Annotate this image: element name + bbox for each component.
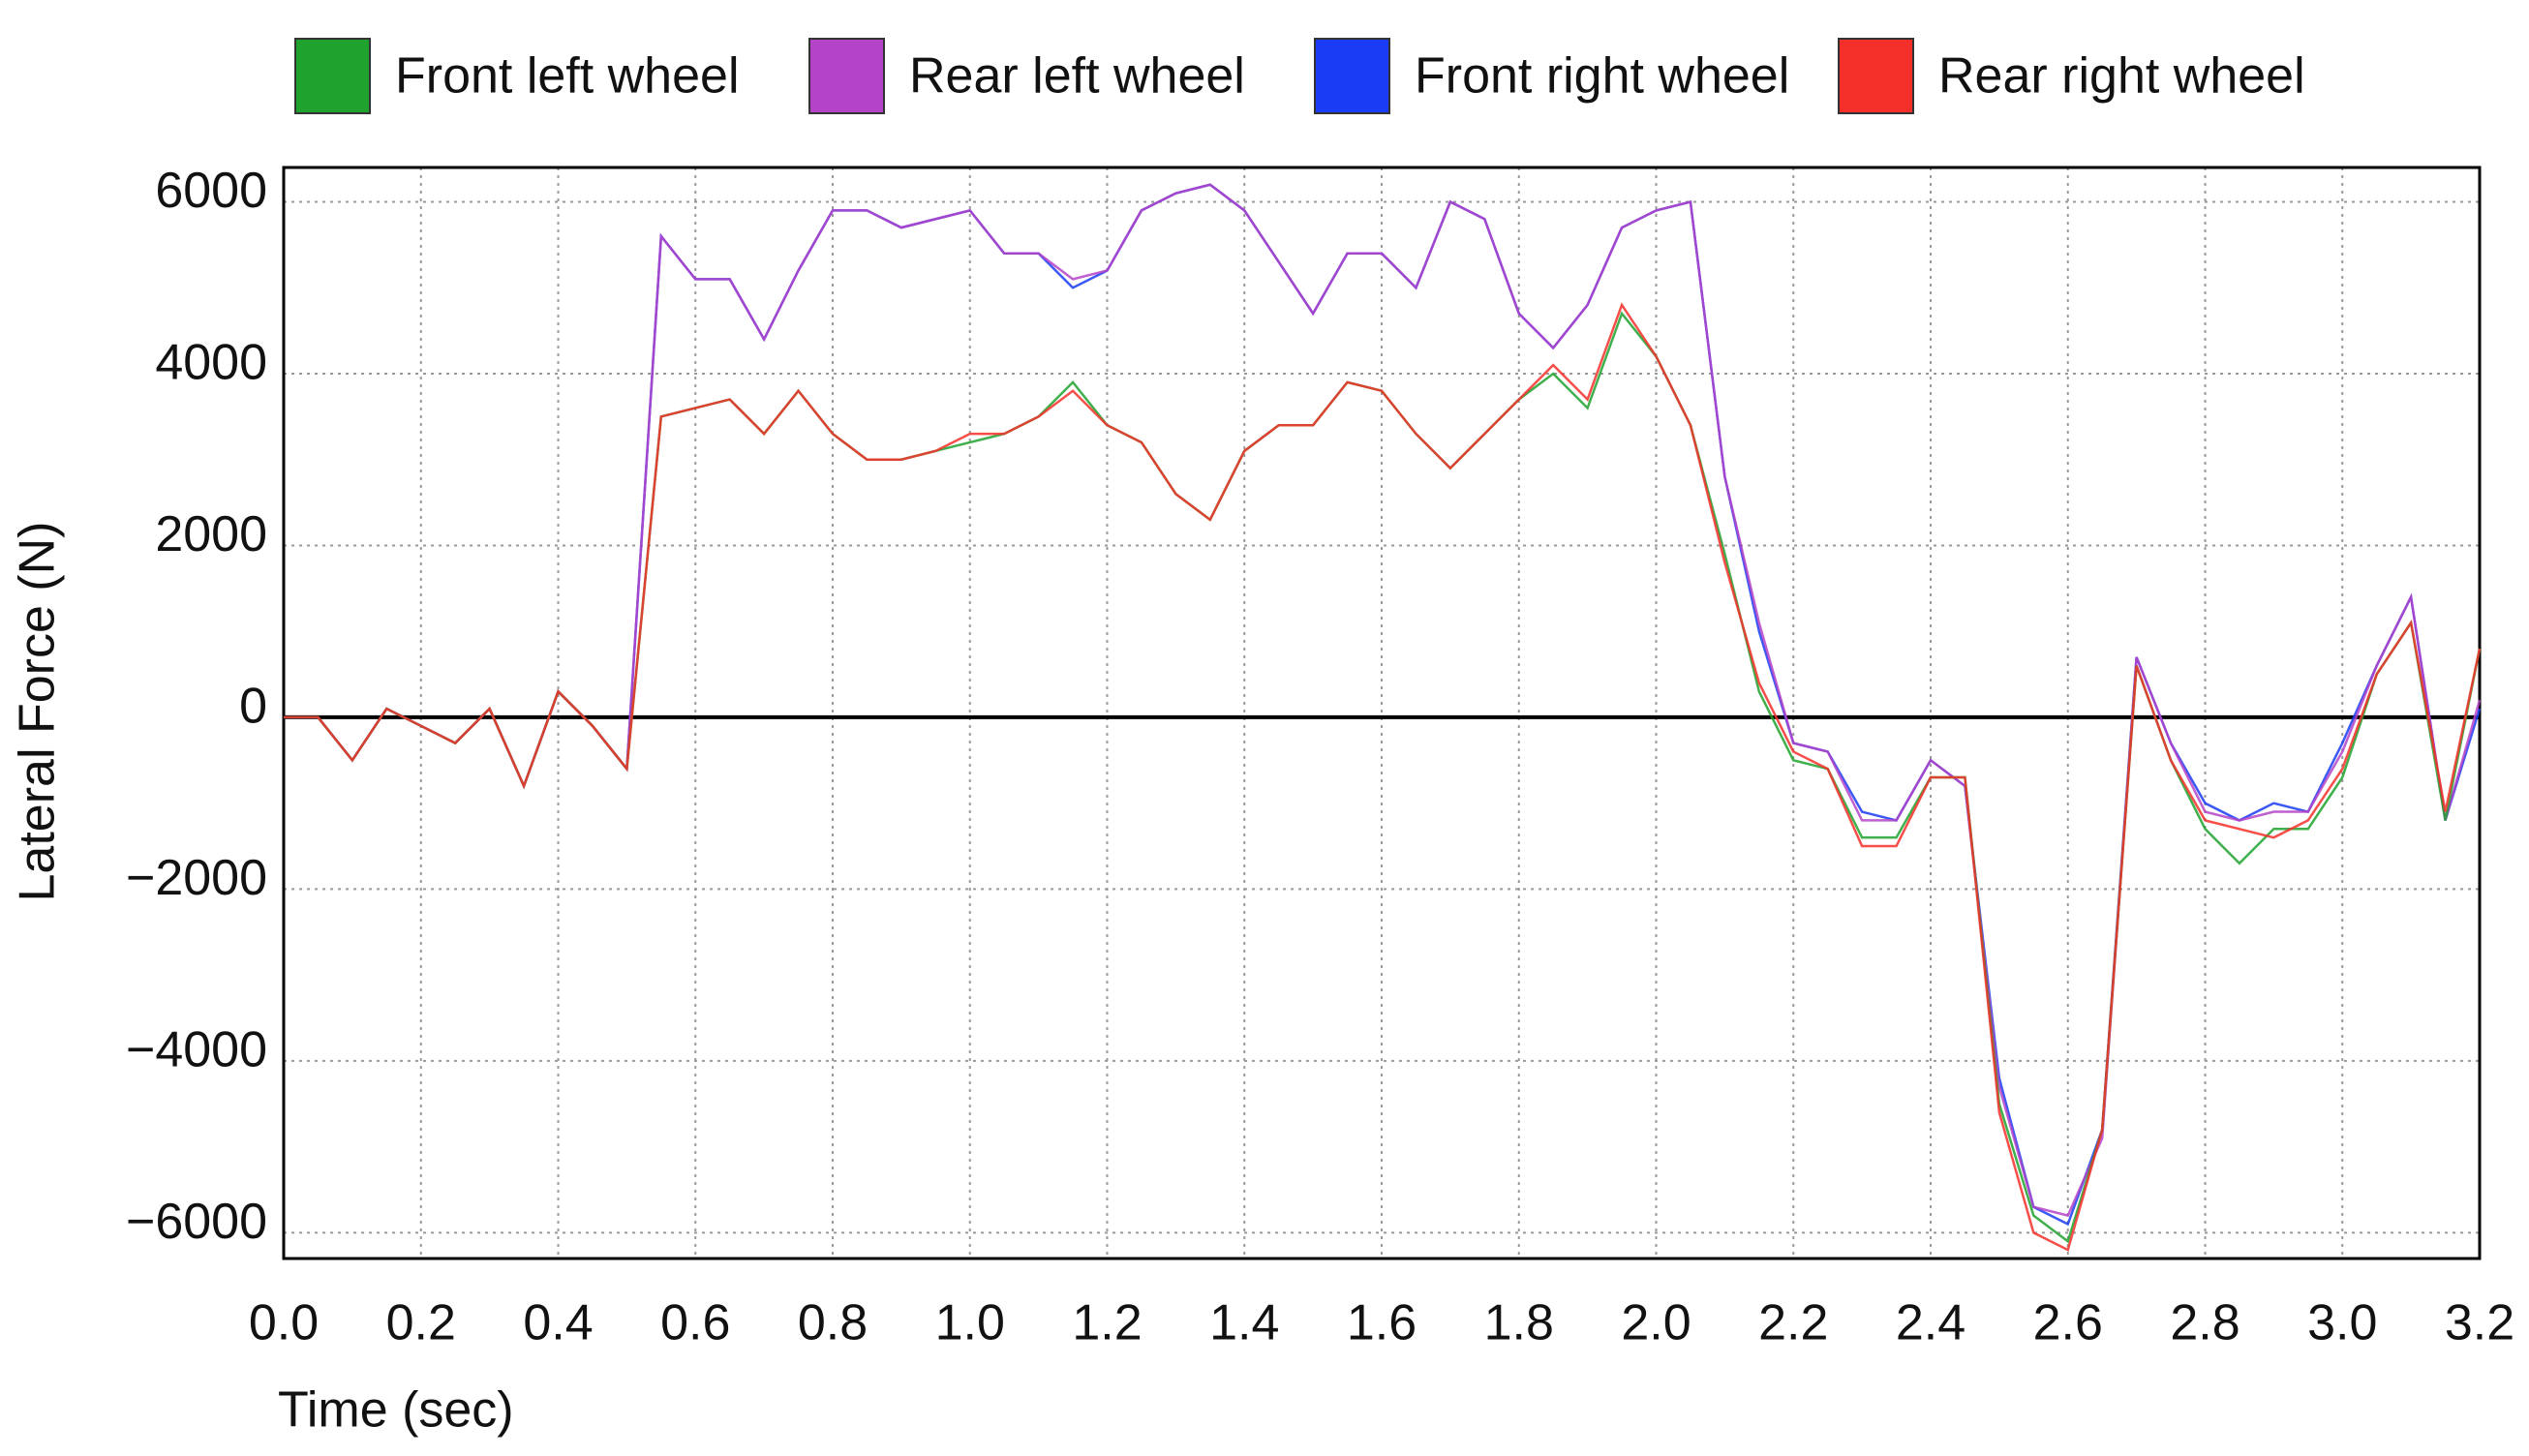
x-tick-label: 0.6 [660,1295,730,1351]
legend-label: Rear right wheel [1938,48,2305,105]
y-tick-label: −6000 [126,1194,267,1250]
y-axis-title: Lateral Force (N) [10,522,66,902]
x-tick-label: 3.0 [2307,1295,2377,1351]
legend-label: Front right wheel [1415,48,1789,105]
x-tick-label: 1.6 [1347,1295,1417,1351]
x-tick-label: 0.2 [386,1295,456,1351]
y-tick-label: 0 [239,679,267,735]
legend-label: Rear left wheel [909,48,1245,105]
x-tick-label: 2.6 [2033,1295,2103,1351]
legend-label: Front left wheel [395,48,740,105]
x-tick-label: 2.4 [1896,1295,1965,1351]
y-tick-label: −4000 [126,1022,267,1078]
plot-area [284,167,2480,1259]
legend-swatch [1838,38,1914,114]
x-tick-label: 0.8 [798,1295,868,1351]
x-tick-label: 2.8 [2170,1295,2240,1351]
y-tick-label: −2000 [126,850,267,906]
x-tick-label: 0.4 [523,1295,593,1351]
x-axis-title: Time (sec) [278,1382,514,1439]
x-tick-label: 1.2 [1072,1295,1142,1351]
x-tick-label: 1.4 [1209,1295,1279,1351]
legend-swatch [1314,38,1390,114]
x-tick-label: 0.0 [249,1295,319,1351]
y-tick-label: 6000 [155,163,267,219]
y-tick-label: 2000 [155,506,267,562]
plot-frame [282,166,2482,1260]
x-tick-label: 2.2 [1758,1295,1828,1351]
legend-swatch [294,38,371,114]
x-tick-label: 3.2 [2445,1295,2514,1351]
x-tick-label: 1.8 [1484,1295,1554,1351]
series-line [284,302,2482,1252]
y-tick-label: 4000 [155,335,267,391]
x-tick-label: 2.0 [1621,1295,1691,1351]
x-tick-label: 1.0 [935,1295,1005,1351]
legend-swatch [808,38,885,114]
